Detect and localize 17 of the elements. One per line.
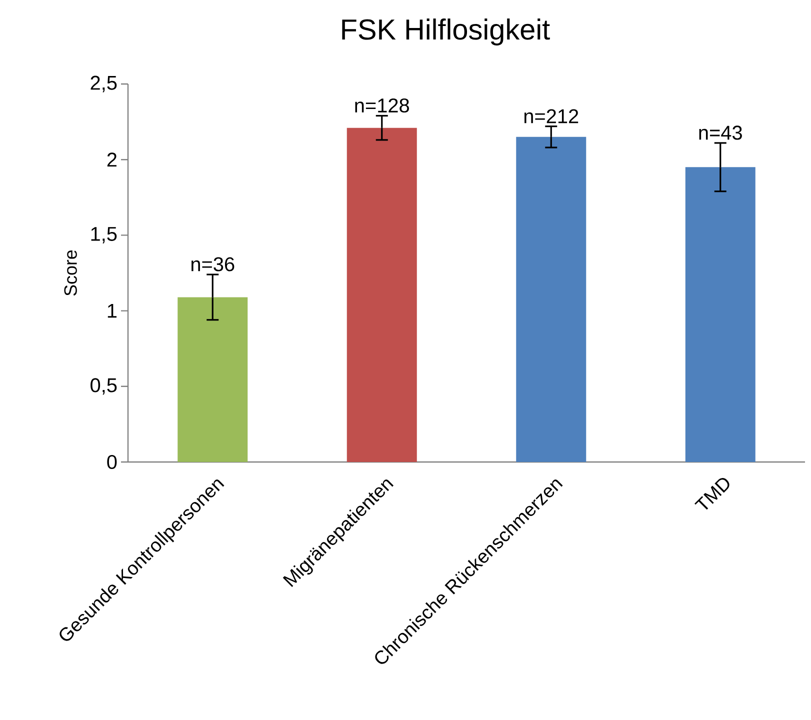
annotation: n=36: [192, 257, 234, 272]
bar: [516, 136, 586, 462]
x-tick-label: TMD: [694, 478, 730, 510]
y-tick-label: 1: [108, 304, 117, 318]
y-tick-label: 2,5: [90, 76, 117, 92]
y-tick-label: 1,5: [91, 227, 117, 244]
annotation: n=43: [699, 126, 742, 140]
annotation: n=128: [355, 98, 409, 113]
bar: [685, 167, 756, 462]
chart-title: FSK Hilflosigkeit: [342, 18, 550, 46]
y-tick-label: 0: [107, 454, 117, 470]
bar: [178, 297, 248, 462]
annotation: n=212: [524, 109, 578, 124]
bar: [346, 128, 417, 462]
y-tick-label: 2: [107, 152, 116, 167]
y-tick-label: 0,5: [90, 378, 117, 395]
y-axis-title: Score: [64, 250, 77, 296]
